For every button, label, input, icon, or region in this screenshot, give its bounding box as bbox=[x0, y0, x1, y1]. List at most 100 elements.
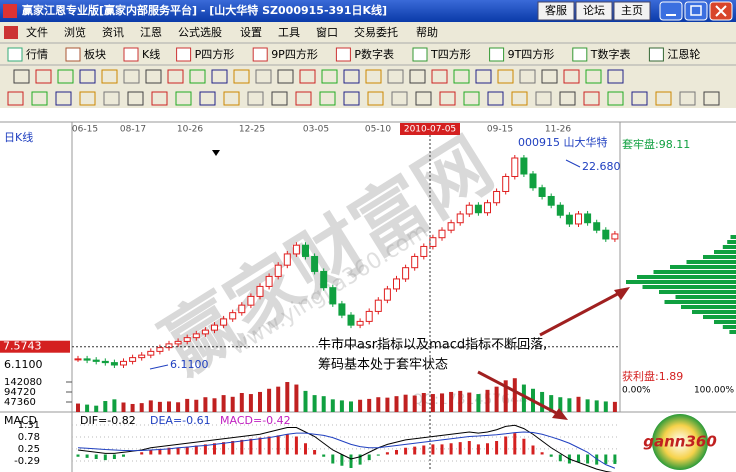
tool-icon[interactable] bbox=[55, 91, 72, 106]
tool-icon[interactable] bbox=[247, 91, 264, 106]
title-button-label[interactable]: 主页 bbox=[621, 4, 643, 17]
tool-icon[interactable] bbox=[199, 91, 216, 106]
toolbar-icon[interactable] bbox=[648, 47, 664, 62]
tool-icon[interactable] bbox=[299, 69, 316, 84]
tool-icon[interactable] bbox=[101, 69, 118, 84]
menu-item[interactable]: 帮助 bbox=[416, 25, 438, 39]
tool-icon[interactable] bbox=[175, 91, 192, 106]
toolbar-icon[interactable] bbox=[7, 47, 23, 62]
tool-icon[interactable] bbox=[255, 69, 272, 84]
tool-icon[interactable] bbox=[189, 69, 206, 84]
toolbar-label[interactable]: 9P四方形 bbox=[271, 47, 318, 61]
tool-icon[interactable] bbox=[563, 69, 580, 84]
tool-icon[interactable] bbox=[167, 69, 184, 84]
window-control[interactable] bbox=[659, 1, 683, 21]
menu-item[interactable]: 窗口 bbox=[316, 25, 338, 39]
title-button-label[interactable]: 客服 bbox=[545, 3, 567, 17]
tool-icon[interactable] bbox=[703, 91, 720, 106]
title-button[interactable] bbox=[537, 1, 575, 21]
tool-icon[interactable] bbox=[319, 91, 336, 106]
menu-item[interactable]: 文件 bbox=[26, 25, 48, 39]
title-button[interactable] bbox=[575, 1, 613, 21]
menu-item[interactable]: 工具 bbox=[278, 26, 300, 39]
tool-icon[interactable] bbox=[127, 91, 144, 106]
toolbar-label[interactable]: P四方形 bbox=[195, 47, 235, 61]
tool-icon[interactable] bbox=[607, 91, 624, 106]
toolbar-label[interactable]: T四方形 bbox=[430, 47, 471, 61]
menu-item[interactable]: 公式选股 bbox=[178, 26, 222, 39]
tool-icon[interactable] bbox=[387, 69, 404, 84]
tool-icon[interactable] bbox=[559, 91, 576, 106]
toolbar-label[interactable]: K线 bbox=[142, 47, 160, 61]
annotation-line: 牛市中asr指标以及macd指标不断回落, bbox=[318, 337, 547, 353]
tool-icon[interactable] bbox=[475, 69, 492, 84]
tool-icon[interactable] bbox=[463, 91, 480, 106]
candle bbox=[311, 255, 319, 272]
tool-icon[interactable] bbox=[431, 69, 448, 84]
tool-icon[interactable] bbox=[519, 69, 536, 84]
tool-icon[interactable] bbox=[585, 69, 602, 84]
tool-icon[interactable] bbox=[409, 69, 426, 84]
toolbar-icon[interactable] bbox=[489, 47, 505, 62]
menu-item[interactable]: 资讯 bbox=[102, 26, 124, 39]
toolbar-label[interactable]: 9T四方形 bbox=[508, 47, 555, 61]
toolbar-icon[interactable] bbox=[65, 47, 81, 62]
menu-item[interactable]: 设置 bbox=[240, 26, 262, 39]
toolbar-label[interactable]: P数字表 bbox=[354, 47, 394, 61]
tool-icon[interactable] bbox=[211, 69, 228, 84]
tool-icon[interactable] bbox=[439, 91, 456, 106]
toolbar-icon[interactable] bbox=[412, 47, 428, 62]
toolbar-icon[interactable] bbox=[252, 47, 268, 62]
toolbar-label[interactable]: 行情 bbox=[26, 48, 48, 61]
window-control[interactable] bbox=[684, 1, 708, 21]
tool-icon[interactable] bbox=[511, 91, 528, 106]
title-button-label[interactable]: 论坛 bbox=[583, 3, 605, 17]
menu-item[interactable]: 江恩 bbox=[140, 26, 162, 39]
tool-icon[interactable] bbox=[233, 69, 250, 84]
tool-icon[interactable] bbox=[415, 91, 432, 106]
tool-icon[interactable] bbox=[583, 91, 600, 106]
tool-icon[interactable] bbox=[679, 91, 696, 106]
toolbar-icon[interactable] bbox=[123, 47, 139, 62]
tool-icon[interactable] bbox=[223, 91, 240, 106]
tool-icon[interactable] bbox=[271, 91, 288, 106]
tool-icon[interactable] bbox=[367, 91, 384, 106]
volume-bar bbox=[476, 394, 481, 412]
tool-icon[interactable] bbox=[391, 91, 408, 106]
tool-icon[interactable] bbox=[103, 91, 120, 106]
tool-icon[interactable] bbox=[57, 69, 74, 84]
toolbar-icon[interactable] bbox=[572, 47, 588, 62]
tool-icon[interactable] bbox=[343, 69, 360, 84]
tool-icon[interactable] bbox=[453, 69, 470, 84]
tool-icon[interactable] bbox=[631, 91, 648, 106]
tool-icon[interactable] bbox=[535, 91, 552, 106]
toolbar-label[interactable]: 江恩轮 bbox=[667, 47, 700, 61]
tool-icon[interactable] bbox=[497, 69, 514, 84]
macd-tick-label: 0.78 bbox=[18, 432, 40, 443]
toolbar-label[interactable]: 板块 bbox=[84, 47, 106, 61]
tool-icon[interactable] bbox=[295, 91, 312, 106]
tool-icon[interactable] bbox=[277, 69, 294, 84]
menu-item[interactable]: 浏览 bbox=[64, 25, 86, 39]
toolbar-icon[interactable] bbox=[335, 47, 351, 62]
tool-icon[interactable] bbox=[35, 69, 52, 84]
menu-item[interactable]: 交易委托 bbox=[354, 25, 398, 39]
tool-icon[interactable] bbox=[541, 69, 558, 84]
tool-icon[interactable] bbox=[487, 91, 504, 106]
tool-icon[interactable] bbox=[151, 91, 168, 106]
tool-icon[interactable] bbox=[79, 91, 96, 106]
tool-icon[interactable] bbox=[7, 91, 24, 106]
tool-icon[interactable] bbox=[123, 69, 140, 84]
tool-icon[interactable] bbox=[365, 69, 382, 84]
tool-icon[interactable] bbox=[13, 69, 30, 84]
tool-icon[interactable] bbox=[607, 69, 624, 84]
toolbar-label[interactable]: T数字表 bbox=[590, 47, 631, 61]
tool-icon[interactable] bbox=[79, 69, 96, 84]
tool-icon[interactable] bbox=[343, 91, 360, 106]
tool-icon[interactable] bbox=[655, 91, 672, 106]
title-button[interactable] bbox=[613, 1, 651, 21]
tool-icon[interactable] bbox=[145, 69, 162, 84]
tool-icon[interactable] bbox=[31, 91, 48, 106]
tool-icon[interactable] bbox=[321, 69, 338, 84]
toolbar-icon[interactable] bbox=[176, 47, 192, 62]
